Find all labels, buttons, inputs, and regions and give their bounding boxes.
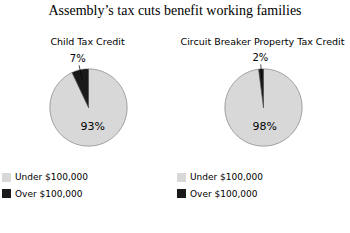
html-text:Over $100,000: Over $100,000	[15, 188, 83, 199]
html-text:Circuit Breaker Property Tax C: Circuit Breaker Property Tax Credit	[180, 35, 345, 47]
html-text:Under $100,000: Under $100,000	[15, 172, 88, 183]
svg-text:98%: 98%	[252, 120, 276, 133]
html-text:Over $100,000: Over $100,000	[190, 188, 258, 199]
svg-text:2%: 2%	[252, 52, 268, 63]
html-text:Assembly’s tax cuts benefit wo: Assembly’s tax cuts benefit working fami…	[48, 3, 302, 18]
html-text:Child Tax Credit: Child Tax Credit	[50, 35, 125, 47]
html-text:Under $100,000: Under $100,000	[190, 172, 263, 183]
svg-text:93%: 93%	[80, 120, 104, 133]
svg-text:7%: 7%	[69, 53, 85, 64]
